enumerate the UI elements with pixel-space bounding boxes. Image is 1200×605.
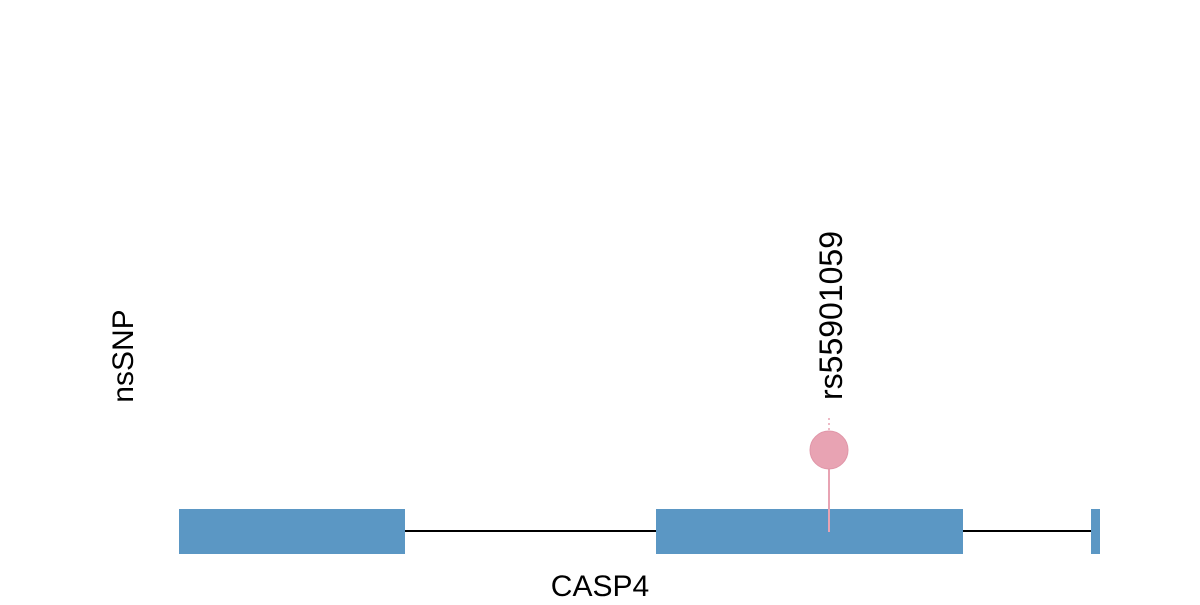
track-label: nsSNP: [107, 309, 140, 402]
exon: [1091, 509, 1100, 554]
gene-name: CASP4: [551, 570, 649, 600]
snp-marker: [809, 430, 849, 470]
snp-label: rs55901059: [813, 231, 849, 400]
exon: [656, 509, 963, 554]
exon: [179, 509, 405, 554]
